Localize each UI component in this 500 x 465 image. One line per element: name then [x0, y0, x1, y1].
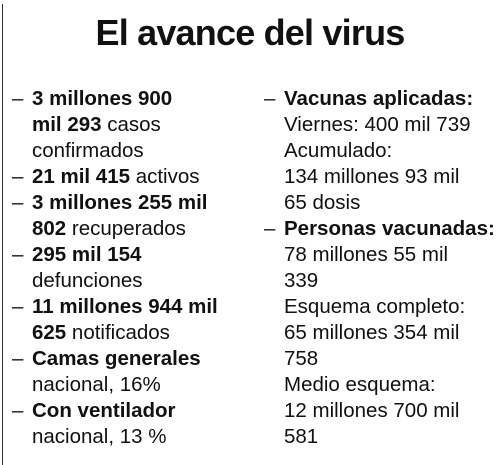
- stat-value-bold: Personas vacunadas:: [284, 217, 495, 240]
- left-stat-item: –295 mil 154 defunciones: [12, 242, 257, 294]
- stat-line: 802 recuperados: [32, 216, 257, 242]
- stat-line: 295 mil 154: [32, 242, 257, 268]
- stat-text: 581: [284, 425, 319, 448]
- bullet-dash: –: [12, 399, 24, 422]
- stat-line: 65 dosis: [284, 190, 500, 216]
- stat-text: 134 millones 93 mil: [284, 165, 460, 188]
- left-stat-item: –11 millones 944 mil 625 notificados: [12, 294, 257, 346]
- stat-text: Viernes: 400 mil 739: [284, 113, 471, 136]
- bullet-dash: –: [12, 243, 24, 266]
- stat-text: notificados: [66, 321, 170, 344]
- stat-line: Con ventilador: [32, 398, 257, 424]
- stat-value-bold: 625: [32, 321, 67, 344]
- stat-text: recuperados: [66, 217, 186, 240]
- stat-text: confirmados: [32, 139, 144, 162]
- stat-line: mil 293 casos: [32, 112, 257, 138]
- bullet-dash: –: [264, 87, 276, 110]
- stat-line: 3 millones 900: [32, 86, 257, 112]
- stat-line: nacional, 13 %: [32, 424, 257, 450]
- stat-text: activos: [130, 165, 200, 188]
- stat-line: 65 millones 354 mil: [284, 320, 500, 346]
- bullet-dash: –: [12, 347, 24, 370]
- stat-line: Medio esquema:: [284, 372, 500, 398]
- left-border-line: [2, 4, 3, 465]
- stat-text: nacional, 16%: [32, 373, 161, 396]
- left-stat-item: – Con ventilador nacional, 13 %: [12, 398, 257, 450]
- stat-text: 65 dosis: [284, 191, 361, 214]
- stat-text: 65 millones 354 mil: [284, 321, 460, 344]
- stat-text: 758: [284, 347, 319, 370]
- stat-line: 12 millones 700 mil: [284, 398, 500, 424]
- bullet-dash: –: [264, 217, 276, 240]
- stat-text: nacional, 13 %: [32, 425, 167, 448]
- stat-value-bold: 3 millones 900: [32, 87, 173, 110]
- stat-line: 3 millones 255 mil: [32, 190, 257, 216]
- stat-line: confirmados: [32, 138, 257, 164]
- stat-value-bold: Con ventilador: [32, 399, 176, 422]
- stat-line: 134 millones 93 mil: [284, 164, 500, 190]
- stat-text: Medio esquema:: [284, 373, 436, 396]
- stat-line: Acumulado:: [284, 138, 500, 164]
- left-stat-item: –3 millones 255 mil 802 recuperados: [12, 190, 257, 242]
- stat-line: Personas vacunadas:: [284, 216, 500, 242]
- left-stat-item: –21 mil 415 activos: [12, 164, 257, 190]
- stat-value-bold: 295 mil 154: [32, 243, 142, 266]
- stat-value-bold: 802: [32, 217, 67, 240]
- stat-line: Camas generales: [32, 346, 257, 372]
- stat-text: defunciones: [32, 269, 143, 292]
- stat-value-bold: mil 293: [32, 113, 102, 136]
- stat-line: Vacunas aplicadas:: [284, 86, 500, 112]
- stat-line: 21 mil 415 activos: [32, 164, 257, 190]
- stat-text: Esquema completo:: [284, 295, 466, 318]
- stat-line: 339: [284, 268, 500, 294]
- bullet-dash: –: [12, 191, 24, 214]
- right-stat-item: – Vacunas aplicadas: Viernes: 400 mil 739 A…: [264, 86, 500, 216]
- stat-line: defunciones: [32, 268, 257, 294]
- stat-text: 339: [284, 269, 319, 292]
- stat-line: 581: [284, 424, 500, 450]
- stat-value-bold: Camas generales: [32, 347, 201, 370]
- stat-line: Esquema completo:: [284, 294, 500, 320]
- left-column: –3 millones 900 mil 293 casos confirmados –…: [12, 86, 257, 450]
- stat-text: 78 millones 55 mil: [284, 243, 449, 266]
- left-stat-item: –3 millones 900 mil 293 casos confirmados: [12, 86, 257, 164]
- page-title: El avance del virus: [95, 12, 406, 53]
- stat-line: 11 millones 944 mil: [32, 294, 257, 320]
- bullet-dash: –: [12, 87, 24, 110]
- stat-line: Viernes: 400 mil 739: [284, 112, 500, 138]
- left-stat-item: – Camas generales nacional, 16%: [12, 346, 257, 398]
- stat-line: nacional, 16%: [32, 372, 257, 398]
- stat-line: 758: [284, 346, 500, 372]
- stat-value-bold: Vacunas aplicadas:: [284, 87, 474, 110]
- bullet-dash: –: [12, 295, 24, 318]
- stat-text: 12 millones 700 mil: [284, 399, 460, 422]
- stat-text: Acumulado:: [284, 139, 393, 162]
- stat-value-bold: 3 millones 255 mil: [32, 191, 208, 214]
- stat-value-bold: 21 mil 415: [32, 165, 131, 188]
- right-column: – Vacunas aplicadas: Viernes: 400 mil 739 A…: [264, 86, 500, 450]
- stat-text: casos: [101, 113, 161, 136]
- stat-value-bold: 11 millones 944 mil: [32, 295, 218, 318]
- bullet-dash: –: [12, 165, 24, 188]
- right-stat-item: – Personas vacunadas: 78 millones 55 mil 33…: [264, 216, 500, 450]
- stat-line: 625 notificados: [32, 320, 257, 346]
- stat-line: 78 millones 55 mil: [284, 242, 500, 268]
